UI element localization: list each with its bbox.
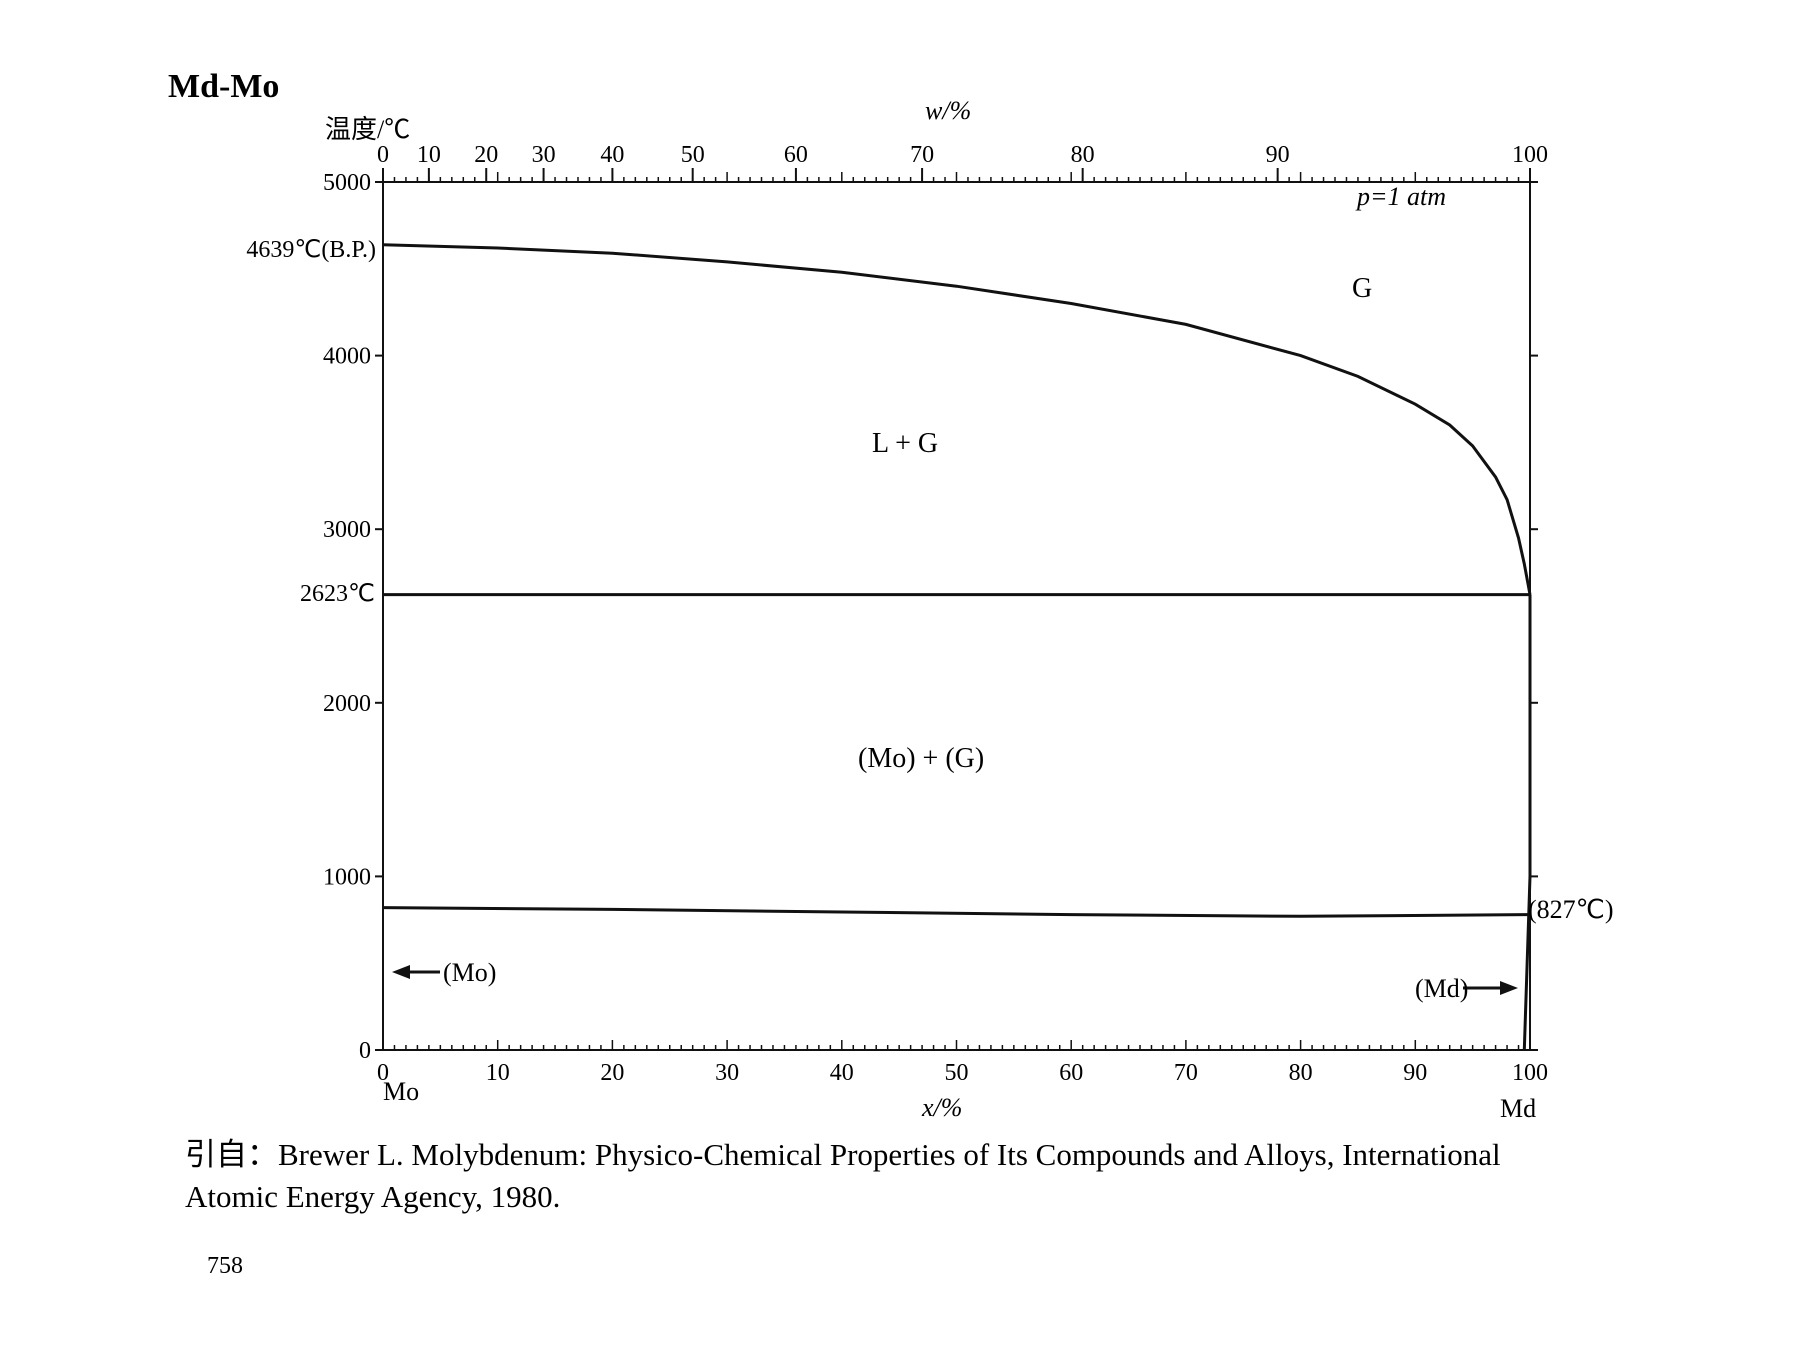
y-tick-label: 2000 <box>323 691 371 717</box>
top-tick-label: 40 <box>600 142 624 168</box>
phase-label-mo-g: (Mo) + (G) <box>858 743 984 774</box>
top-tick-label: 80 <box>1071 142 1095 168</box>
eutectic-temperature-label: 2623℃ <box>300 581 375 607</box>
phase-boundary-2 <box>382 906 1531 918</box>
page-number: 758 <box>207 1253 243 1279</box>
y-tick-label: 5000 <box>323 170 371 196</box>
bottom-axis-label: x/% <box>921 1093 962 1122</box>
top-tick-label: 90 <box>1266 142 1290 168</box>
pressure-condition: p=1 atm <box>1355 182 1446 211</box>
md-temperature-label: (827℃) <box>1528 895 1614 924</box>
y-tick-label: 3000 <box>323 517 371 543</box>
top-tick-label: 20 <box>474 142 498 168</box>
top-tick-label: 30 <box>532 142 556 168</box>
x-tick-label: 10 <box>486 1060 510 1086</box>
x-tick-label: 80 <box>1289 1060 1313 1086</box>
phase-label-l-g: L + G <box>872 428 938 459</box>
x-tick-label: 0 <box>377 1060 389 1086</box>
y-axis-label: 温度/℃ <box>325 115 410 144</box>
top-tick-label: 70 <box>910 142 934 168</box>
x-end-label-mo: Mo <box>383 1077 419 1106</box>
citation-line-2: Atomic Energy Agency, 1980. <box>185 1179 560 1214</box>
top-tick-label: 50 <box>681 142 705 168</box>
x-tick-label: 20 <box>600 1060 624 1086</box>
top-axis-label: w/% <box>925 96 971 125</box>
phase-label-g: G <box>1352 273 1372 304</box>
bp-temperature-label: 4639℃(B.P.) <box>246 237 376 263</box>
x-tick-label: 30 <box>715 1060 739 1086</box>
mo-arrow: (Mo) <box>392 958 496 987</box>
top-tick-label: 60 <box>784 142 808 168</box>
x-end-label-md: Md <box>1500 1094 1536 1123</box>
x-tick-label: 60 <box>1059 1060 1083 1086</box>
x-tick-label: 100 <box>1512 1060 1548 1086</box>
y-tick-label: 0 <box>359 1038 371 1064</box>
top-tick-label: 10 <box>417 142 441 168</box>
y-tick-label: 1000 <box>323 864 371 890</box>
md-arrow: (Md) <box>1415 974 1518 1003</box>
plot-frame <box>382 181 1531 1051</box>
md-arrow-label: (Md) <box>1415 974 1468 1003</box>
mo-arrow-label: (Mo) <box>443 958 496 987</box>
x-tick-label: 40 <box>830 1060 854 1086</box>
phase-boundary-0 <box>382 243 1532 595</box>
x-tick-label: 70 <box>1174 1060 1198 1086</box>
phase-boundary-3 <box>1522 594 1532 1051</box>
x-tick-label: 90 <box>1403 1060 1427 1086</box>
x-tick-label: 50 <box>945 1060 969 1086</box>
top-tick-label: 100 <box>1512 142 1548 168</box>
top-tick-label: 0 <box>377 142 389 168</box>
citation-line-1: 引自：Brewer L. Molybdenum: Physico-Chemica… <box>185 1137 1501 1172</box>
y-tick-label: 4000 <box>323 344 371 370</box>
chart-title: Md-Mo <box>168 68 279 105</box>
phase-boundaries <box>382 243 1532 1051</box>
